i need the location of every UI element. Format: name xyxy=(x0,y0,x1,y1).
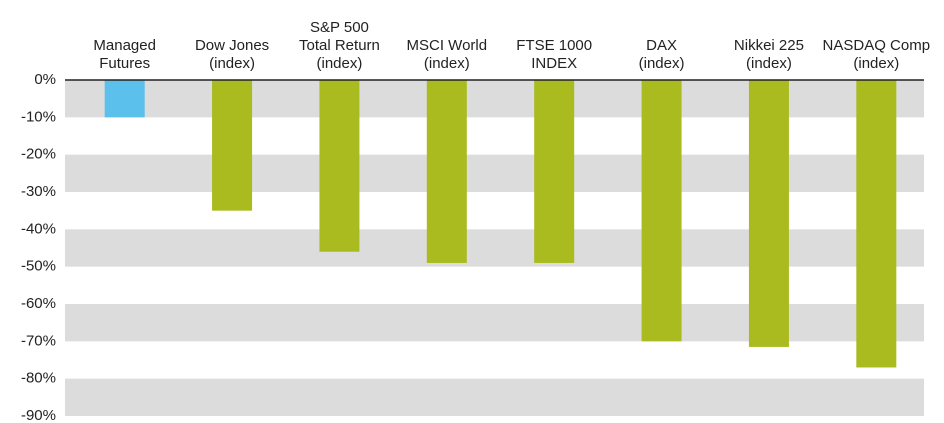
category-label: Dow Jones (index) xyxy=(194,37,270,72)
category-label: S&P 500 Total Return (index) xyxy=(299,19,380,72)
grid-band xyxy=(65,304,924,342)
bar xyxy=(426,80,467,263)
y-tick-label: -30% xyxy=(21,183,56,200)
grid-band xyxy=(65,229,924,267)
bar xyxy=(534,80,575,263)
category-label: NASDAQ Comp (index) xyxy=(822,37,931,72)
category-label: DAX (index) xyxy=(638,37,685,72)
category-label: MSCI World (index) xyxy=(406,37,488,72)
y-tick-label: -70% xyxy=(21,332,56,349)
bar xyxy=(319,80,360,252)
bar xyxy=(212,80,253,211)
bar xyxy=(104,80,145,118)
y-tick-label: -50% xyxy=(21,258,56,275)
grid-band xyxy=(65,80,924,118)
y-tick-label: 0% xyxy=(34,71,56,88)
grid-band xyxy=(65,378,924,416)
y-tick-label: -10% xyxy=(21,108,56,125)
y-tick-label: -60% xyxy=(21,295,56,312)
y-tick-label: -20% xyxy=(21,146,56,163)
y-tick-label: -90% xyxy=(21,407,56,423)
bar xyxy=(641,80,682,342)
grid-band xyxy=(65,154,924,192)
category-label: Nikkei 225 (index) xyxy=(733,37,804,72)
bar xyxy=(856,80,897,368)
y-tick-label: -80% xyxy=(21,370,56,387)
category-label: Managed Futures xyxy=(93,37,156,72)
bar xyxy=(748,80,789,347)
y-tick-label: -40% xyxy=(21,220,56,237)
category-label: FTSE 1000 INDEX xyxy=(516,37,593,72)
